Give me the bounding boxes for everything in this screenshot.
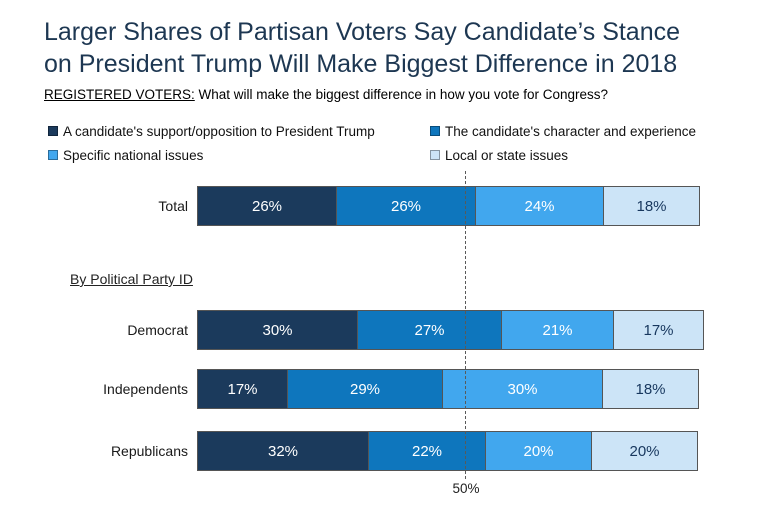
bar-row-label: Independents — [103, 381, 188, 397]
bar-row: Independents 17% 29% 30% 18% — [0, 369, 770, 409]
legend-item: Local or state issues — [430, 143, 696, 167]
subtitle-question: What will make the biggest difference in… — [194, 87, 608, 102]
bar-segment: 17% — [613, 310, 704, 350]
bar-row-label: Total — [158, 198, 188, 214]
chart-subtitle: REGISTERED VOTERS: What will make the bi… — [44, 87, 744, 102]
bar-segment: 20% — [591, 431, 698, 471]
reference-line-label: 50% — [452, 481, 480, 496]
legend-label: Specific national issues — [63, 147, 204, 163]
bar-row: Total 26% 26% 24% 18% — [0, 186, 770, 226]
bar-segment: 22% — [368, 431, 486, 471]
legend-swatch-icon — [48, 150, 58, 160]
legend-swatch-icon — [430, 126, 440, 136]
bar-segment: 20% — [485, 431, 592, 471]
stacked-bar: 30% 27% 21% 17% — [197, 310, 704, 350]
legend-swatch-icon — [430, 150, 440, 160]
bar-segment: 30% — [442, 369, 603, 409]
bar-segment: 29% — [287, 369, 443, 409]
bar-segment: 27% — [357, 310, 502, 350]
stacked-bar: 32% 22% 20% 20% — [197, 431, 698, 471]
legend-label: The candidate's character and experience — [445, 123, 696, 139]
reference-line-50pct — [465, 171, 466, 479]
legend-label: A candidate's support/opposition to Pres… — [63, 123, 375, 139]
legend-item: A candidate's support/opposition to Pres… — [48, 119, 430, 143]
bar-segment: 18% — [602, 369, 699, 409]
stacked-bar: 17% 29% 30% 18% — [197, 369, 699, 409]
bar-segment: 30% — [197, 310, 358, 350]
chart-legend: A candidate's support/opposition to Pres… — [48, 119, 696, 167]
legend-label: Local or state issues — [445, 147, 569, 163]
bar-row: Democrat 30% 27% 21% 17% — [0, 310, 770, 350]
bar-segment: 32% — [197, 431, 369, 471]
legend-item: Specific national issues — [48, 143, 430, 167]
legend-item: The candidate's character and experience — [430, 119, 696, 143]
subtitle-prefix: REGISTERED VOTERS: — [44, 87, 195, 102]
chart-title: Larger Shares of Partisan Voters Say Can… — [44, 18, 681, 78]
bar-segment: 26% — [336, 186, 476, 226]
legend-swatch-icon — [48, 126, 58, 136]
section-label: By Political Party ID — [70, 271, 193, 287]
bar-segment: 21% — [501, 310, 614, 350]
bar-row-label: Republicans — [110, 443, 188, 459]
bar-row: Republicans 32% 22% 20% 20% — [0, 431, 770, 471]
bar-segment: 26% — [197, 186, 337, 226]
stacked-bar: 26% 26% 24% 18% — [197, 186, 700, 226]
bar-segment: 24% — [475, 186, 604, 226]
bar-segment: 18% — [603, 186, 700, 226]
bar-row-label: Democrat — [127, 322, 188, 338]
bar-segment: 17% — [197, 369, 288, 409]
